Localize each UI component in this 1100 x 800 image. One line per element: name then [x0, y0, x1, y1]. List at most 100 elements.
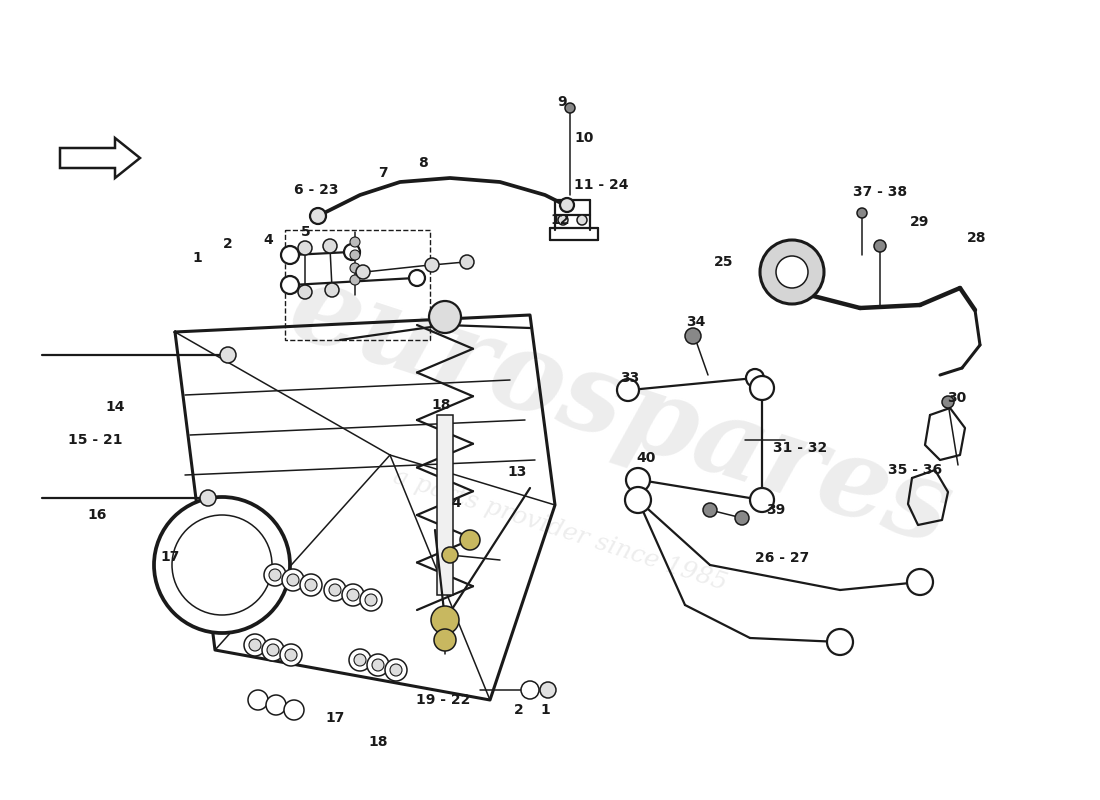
Text: 12: 12 — [550, 213, 570, 227]
Text: 19 - 22: 19 - 22 — [416, 693, 470, 707]
Text: 18: 18 — [368, 735, 387, 749]
Circle shape — [244, 634, 266, 656]
Circle shape — [874, 240, 886, 252]
Circle shape — [298, 241, 312, 255]
Circle shape — [154, 497, 290, 633]
Text: 16: 16 — [87, 508, 107, 522]
Circle shape — [356, 265, 370, 279]
Circle shape — [323, 239, 337, 253]
Text: 25: 25 — [714, 255, 734, 269]
Text: 13: 13 — [507, 465, 527, 479]
Circle shape — [300, 574, 322, 596]
Text: 37 - 38: 37 - 38 — [852, 185, 907, 199]
Circle shape — [560, 198, 574, 212]
Circle shape — [703, 503, 717, 517]
Text: 15 - 21: 15 - 21 — [68, 433, 122, 447]
Circle shape — [429, 301, 461, 333]
Circle shape — [442, 547, 458, 563]
Circle shape — [280, 276, 299, 294]
Circle shape — [249, 639, 261, 651]
Circle shape — [264, 564, 286, 586]
Circle shape — [365, 594, 377, 606]
Text: 10: 10 — [574, 131, 594, 145]
Circle shape — [434, 629, 456, 651]
Circle shape — [350, 250, 360, 260]
Text: 11 - 24: 11 - 24 — [574, 178, 628, 192]
Circle shape — [324, 283, 339, 297]
Circle shape — [267, 644, 279, 656]
Text: 9: 9 — [558, 95, 566, 109]
Circle shape — [942, 396, 954, 408]
Circle shape — [409, 270, 425, 286]
Circle shape — [284, 700, 304, 720]
Text: 6 - 23: 6 - 23 — [294, 183, 339, 197]
Text: 30: 30 — [947, 391, 967, 405]
Circle shape — [760, 240, 824, 304]
Text: a parts provider since 1985: a parts provider since 1985 — [390, 465, 730, 595]
Circle shape — [346, 589, 359, 601]
Circle shape — [329, 584, 341, 596]
Circle shape — [280, 246, 299, 264]
Text: 34: 34 — [686, 315, 706, 329]
Circle shape — [385, 659, 407, 681]
Circle shape — [626, 468, 650, 492]
Circle shape — [460, 530, 480, 550]
Circle shape — [617, 379, 639, 401]
Circle shape — [270, 569, 280, 581]
Text: 33: 33 — [620, 371, 639, 385]
Circle shape — [200, 490, 216, 506]
Text: 4: 4 — [263, 233, 273, 247]
Bar — [437, 415, 453, 595]
Text: 14: 14 — [106, 400, 124, 414]
Text: 1: 1 — [540, 703, 550, 717]
Text: 2: 2 — [223, 237, 233, 251]
Circle shape — [390, 664, 402, 676]
Circle shape — [266, 695, 286, 715]
Text: 39: 39 — [767, 503, 785, 517]
Circle shape — [280, 644, 302, 666]
Text: 35 - 36: 35 - 36 — [888, 463, 942, 477]
Circle shape — [685, 328, 701, 344]
Circle shape — [282, 569, 304, 591]
Text: 2: 2 — [514, 703, 524, 717]
Circle shape — [540, 682, 556, 698]
Text: 17: 17 — [161, 550, 179, 564]
Circle shape — [372, 659, 384, 671]
Circle shape — [521, 681, 539, 699]
Text: eurospares: eurospares — [276, 253, 964, 567]
Polygon shape — [60, 138, 140, 178]
Circle shape — [750, 376, 774, 400]
Circle shape — [746, 369, 764, 387]
Circle shape — [248, 690, 268, 710]
Circle shape — [625, 487, 651, 513]
Text: 17: 17 — [326, 711, 344, 725]
Circle shape — [360, 589, 382, 611]
Text: 29: 29 — [911, 215, 930, 229]
Circle shape — [324, 579, 346, 601]
Circle shape — [857, 208, 867, 218]
Circle shape — [305, 579, 317, 591]
Circle shape — [350, 263, 360, 273]
Circle shape — [578, 215, 587, 225]
Text: 5: 5 — [301, 225, 311, 239]
Circle shape — [558, 215, 568, 225]
Text: 31 - 32: 31 - 32 — [773, 441, 827, 455]
Bar — [285, 230, 430, 340]
Circle shape — [425, 258, 439, 272]
Text: 26 - 27: 26 - 27 — [755, 551, 810, 565]
Circle shape — [776, 256, 808, 288]
Circle shape — [367, 654, 389, 676]
Text: 18: 18 — [431, 398, 451, 412]
Circle shape — [349, 649, 371, 671]
Text: 1: 1 — [192, 251, 202, 265]
Circle shape — [350, 275, 360, 285]
Circle shape — [908, 569, 933, 595]
Circle shape — [285, 649, 297, 661]
Text: 4: 4 — [451, 496, 461, 510]
Circle shape — [344, 244, 360, 260]
Circle shape — [287, 574, 299, 586]
Circle shape — [342, 584, 364, 606]
Circle shape — [735, 511, 749, 525]
Text: 28: 28 — [967, 231, 987, 245]
Circle shape — [262, 639, 284, 661]
